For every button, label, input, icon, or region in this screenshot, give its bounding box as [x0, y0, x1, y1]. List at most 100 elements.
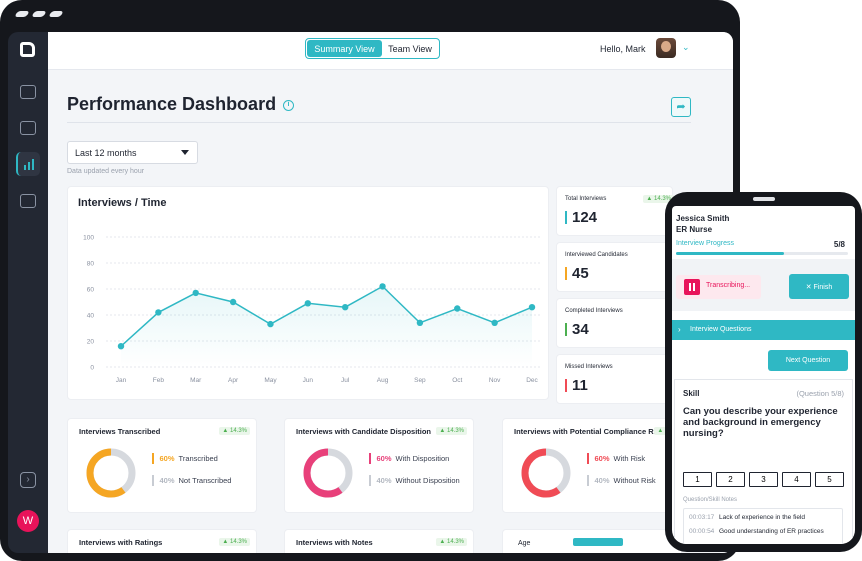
chart-title: Interviews / Time [78, 197, 167, 209]
pause-icon[interactable] [684, 279, 700, 295]
stat-completed-interviews: Completed Interviews 34 [556, 298, 673, 348]
trend-badge: ▲ 14.3% [219, 538, 250, 546]
stat-value: 11 [572, 377, 588, 394]
bar-chart-icon [24, 159, 34, 170]
legend-label: With Disposition [395, 454, 450, 463]
date-range-select[interactable]: Last 12 months [67, 141, 198, 164]
progress-track [676, 252, 848, 255]
phone-notch [753, 197, 775, 201]
stat-label: Interviewed Candidates [565, 252, 628, 258]
finish-button[interactable]: ✕ Finish [789, 274, 849, 299]
series-area [121, 286, 532, 367]
donut-slice [521, 448, 571, 498]
transcribed-card: Interviews Transcribed ▲ 14.3% 60% Transc… [67, 418, 257, 513]
sidebar-item-analytics[interactable] [16, 152, 40, 176]
home-icon[interactable] [20, 194, 36, 208]
rating-2-button[interactable]: 2 [716, 472, 745, 487]
data-point [379, 283, 386, 290]
y-tick-label: 60 [87, 287, 95, 294]
stat-label: Total Interviews [565, 196, 607, 202]
donut-slice [303, 448, 353, 498]
legend-item: 40% Without Risk [587, 475, 656, 486]
divider [67, 122, 691, 123]
notes-list[interactable]: 00:03:17 Lack of experience in the field … [683, 508, 843, 544]
note-item: 00:03:17 Lack of experience in the field [689, 514, 837, 522]
transcribing-label: Transcribing... [706, 282, 751, 289]
tablet-frame: › W Summary View Team View Hello, Mark ⌄… [0, 0, 740, 561]
trend-badge: ▲ 14.3% [219, 427, 250, 435]
page-title: Performance Dashboard [67, 94, 277, 114]
stat-accent-bar [565, 267, 567, 280]
y-tick-label: 20 [87, 339, 95, 346]
line-chart: 0 20 40 60 80 100 Jan Feb Mar Apr May Jun Jul Aug Sep O… [83, 235, 542, 384]
legend-pct: 60% [594, 454, 610, 463]
candidate-name: Jessica Smith [676, 214, 730, 223]
question-card: Skill (Question 5/8) Can you describe yo… [674, 379, 853, 544]
legend-pct: 60% [376, 454, 392, 463]
x-tick-label: Jun [303, 377, 314, 384]
data-point [155, 309, 162, 316]
data-point [528, 304, 536, 311]
rating-4-button[interactable]: 4 [782, 472, 811, 487]
x-tick-label: May [264, 377, 277, 384]
legend-pct: 40% [594, 476, 610, 485]
data-point [304, 300, 312, 307]
questions-bar-label: Interview Questions [690, 326, 752, 333]
rating-1-button[interactable]: 1 [683, 472, 712, 487]
y-tick-label: 0 [90, 365, 94, 372]
stat-badge: ▲ 14.3% [643, 195, 674, 203]
question-number: (Question 5/8) [796, 389, 844, 398]
greeting: Hello, Mark [600, 44, 646, 54]
summary-view-button[interactable]: Summary View [307, 40, 382, 57]
legend-pct: 60% [159, 454, 175, 463]
legend-item: 60% With Risk [587, 453, 645, 464]
x-tick-label: Aug [377, 377, 389, 384]
legend-item: 60% Transcribed [152, 453, 218, 464]
y-tick-label: 80 [87, 261, 95, 268]
briefcase-icon[interactable] [20, 85, 36, 99]
expand-sidebar-icon[interactable]: › [20, 472, 36, 488]
team-view-button[interactable]: Team View [382, 40, 438, 57]
x-tick-label: Mar [190, 377, 202, 384]
legend-label: Without Disposition [395, 476, 460, 485]
rating-3-button[interactable]: 3 [749, 472, 778, 487]
note-time: 00:00:54 [689, 528, 715, 535]
stat-total-interviews: Total Interviews ▲ 14.3% 124 [556, 186, 674, 236]
chevron-down-icon[interactable]: ⌄ [682, 42, 690, 52]
card-title: Interviews with Candidate Disposition [296, 427, 432, 436]
ratings-card: Interviews with Ratings ▲ 14.3% [67, 529, 257, 553]
next-question-button[interactable]: Next Question [768, 350, 848, 371]
user-avatar-initial[interactable]: W [17, 510, 39, 532]
legend-label: Without Risk [613, 476, 656, 485]
disposition-card: Interviews with Candidate Disposition ▲ … [284, 418, 474, 513]
card-title: Interviews with Notes [296, 538, 373, 547]
trend-badge: ▲ 14.3% [436, 538, 467, 546]
card-title: Interviews with Ratings [79, 538, 163, 547]
view-toggle: Summary View Team View [305, 38, 440, 59]
data-point [454, 305, 461, 312]
progress-fill [676, 252, 784, 255]
interviews-time-card: Interviews / Time 0 20 40 60 80 100 Jan Feb Mar A… [67, 186, 549, 400]
transcribed-donut [86, 448, 136, 498]
card-title: Interviews Transcribed [79, 427, 161, 436]
info-icon[interactable]: i [283, 100, 294, 111]
data-point [416, 319, 424, 326]
legend-label: Not Transcribed [178, 476, 232, 485]
video-icon[interactable] [20, 121, 36, 135]
logo-icon [20, 42, 35, 57]
note-item: 00:00:54 Good understanding of ER practic… [689, 528, 837, 536]
note-text: Good understanding of ER practices [719, 528, 824, 535]
x-tick-label: Apr [228, 377, 239, 384]
phone-frame: Jessica Smith ER Nurse Interview Progres… [665, 192, 862, 552]
share-button[interactable]: ➦ [671, 97, 691, 117]
y-tick-label: 40 [87, 313, 95, 320]
rating-5-button[interactable]: 5 [815, 472, 844, 487]
interview-questions-bar[interactable]: › Interview Questions [672, 320, 855, 340]
updated-note: Data updated every hour [67, 168, 145, 175]
x-tick-label: Sep [414, 377, 426, 384]
user-avatar[interactable] [656, 38, 676, 58]
question-text: Can you describe your experience and bac… [683, 406, 838, 439]
x-tick-label: Nov [489, 377, 501, 384]
note-time: 00:03:17 [689, 514, 715, 521]
transcribing-indicator[interactable]: Transcribing... [676, 275, 761, 299]
